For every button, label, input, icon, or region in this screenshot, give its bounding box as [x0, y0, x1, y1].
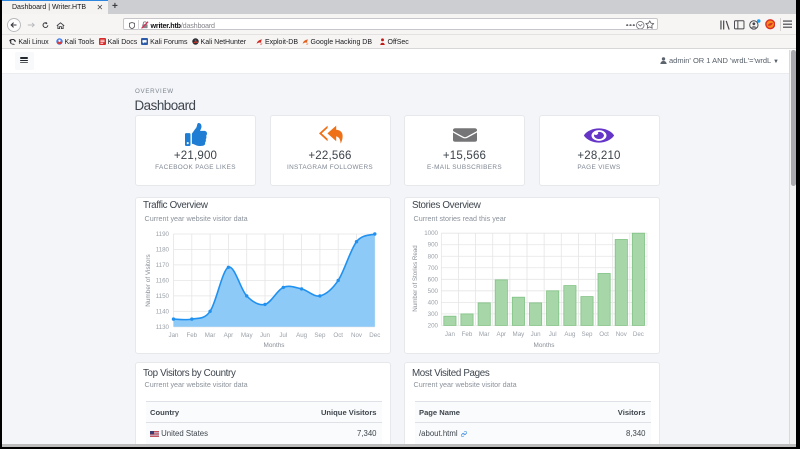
- svg-text:Jan: Jan: [169, 332, 180, 339]
- svg-text:Sep: Sep: [314, 332, 326, 339]
- svg-text:Number of Visitors: Number of Visitors: [145, 254, 152, 306]
- svg-text:May: May: [241, 332, 254, 339]
- svg-text:Feb: Feb: [186, 332, 197, 339]
- svg-text:1000: 1000: [424, 230, 438, 237]
- svg-text:Jun: Jun: [260, 332, 271, 339]
- svg-text:Dec: Dec: [369, 332, 380, 339]
- svg-text:Oct: Oct: [333, 332, 343, 339]
- svg-text:Oct: Oct: [599, 331, 609, 338]
- svg-text:1130: 1130: [156, 323, 170, 330]
- svg-text:Nov: Nov: [351, 332, 363, 339]
- svg-text:Apr: Apr: [496, 331, 506, 338]
- svg-text:300: 300: [428, 310, 439, 317]
- svg-text:Jul: Jul: [279, 332, 287, 339]
- svg-text:Nov: Nov: [616, 331, 628, 338]
- svg-text:1140: 1140: [156, 308, 170, 315]
- svg-text:Jan: Jan: [445, 331, 456, 338]
- svg-text:800: 800: [428, 253, 439, 260]
- svg-text:Aug: Aug: [296, 332, 308, 339]
- svg-text:1190: 1190: [156, 231, 170, 238]
- svg-text:Months: Months: [264, 342, 285, 349]
- svg-text:1150: 1150: [156, 292, 170, 299]
- svg-text:Aug: Aug: [564, 331, 576, 338]
- svg-text:1180: 1180: [156, 246, 170, 253]
- svg-text:Months: Months: [534, 342, 555, 349]
- svg-text:Jul: Jul: [549, 331, 557, 338]
- svg-text:Sep: Sep: [581, 331, 593, 338]
- svg-text:Number of Stories Read: Number of Stories Read: [412, 244, 419, 311]
- svg-text:200: 200: [428, 322, 439, 329]
- svg-text:400: 400: [428, 299, 439, 306]
- svg-text:May: May: [513, 331, 526, 338]
- svg-text:Apr: Apr: [224, 332, 234, 339]
- svg-text:Feb: Feb: [462, 331, 473, 338]
- svg-text:Jun: Jun: [531, 331, 542, 338]
- svg-text:900: 900: [428, 241, 439, 248]
- svg-text:Dec: Dec: [633, 331, 644, 338]
- svg-text:500: 500: [428, 287, 439, 294]
- svg-text:Mar: Mar: [205, 332, 216, 339]
- svg-text:600: 600: [428, 276, 439, 283]
- svg-text:700: 700: [428, 264, 439, 271]
- svg-text:1170: 1170: [156, 261, 170, 268]
- svg-text:Mar: Mar: [479, 331, 490, 338]
- svg-text:1160: 1160: [156, 277, 170, 284]
